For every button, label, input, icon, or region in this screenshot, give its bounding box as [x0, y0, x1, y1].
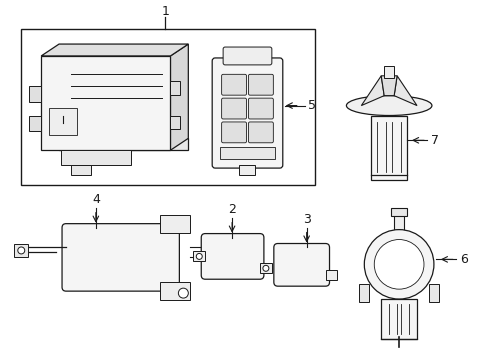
FancyBboxPatch shape [201, 234, 264, 279]
Bar [239, 165, 255, 175]
Text: 7: 7 [431, 134, 439, 147]
Circle shape [374, 239, 424, 289]
Bar [171, 116, 180, 129]
Text: 3: 3 [303, 213, 311, 226]
Circle shape [365, 230, 434, 299]
Polygon shape [41, 44, 188, 56]
Bar [21, 29, 315, 185]
Bar [71, 165, 91, 175]
Bar [381, 299, 417, 339]
Bar [193, 251, 205, 261]
Bar [49, 108, 77, 135]
Polygon shape [361, 76, 384, 105]
Bar [260, 264, 272, 273]
FancyBboxPatch shape [212, 58, 283, 168]
Polygon shape [171, 44, 188, 150]
Circle shape [178, 288, 188, 298]
Bar [429, 284, 439, 302]
FancyBboxPatch shape [221, 74, 246, 95]
Polygon shape [381, 76, 397, 96]
Text: 4: 4 [92, 193, 100, 206]
FancyBboxPatch shape [248, 74, 273, 95]
Text: 1: 1 [162, 5, 170, 18]
Bar [371, 116, 407, 180]
Bar [161, 282, 190, 300]
Bar [14, 243, 28, 257]
Circle shape [196, 253, 202, 260]
Bar [41, 56, 171, 150]
FancyBboxPatch shape [223, 47, 272, 65]
Bar [161, 215, 190, 233]
Polygon shape [59, 138, 188, 150]
Circle shape [18, 247, 25, 254]
Bar [394, 215, 404, 244]
Bar [61, 150, 131, 165]
Bar [391, 208, 407, 216]
Polygon shape [394, 76, 417, 105]
Bar [325, 270, 338, 280]
FancyBboxPatch shape [221, 98, 246, 119]
Circle shape [263, 265, 269, 271]
Bar [29, 86, 41, 102]
FancyBboxPatch shape [248, 122, 273, 143]
Text: 2: 2 [228, 203, 236, 216]
FancyBboxPatch shape [274, 243, 329, 286]
Bar [220, 147, 275, 159]
Bar [29, 116, 41, 131]
FancyBboxPatch shape [248, 98, 273, 119]
Bar [171, 81, 180, 95]
Bar [384, 66, 394, 78]
FancyBboxPatch shape [62, 224, 179, 291]
FancyBboxPatch shape [221, 122, 246, 143]
Text: 5: 5 [308, 99, 316, 112]
Ellipse shape [346, 96, 432, 116]
Text: 6: 6 [460, 253, 467, 266]
Bar [359, 284, 369, 302]
